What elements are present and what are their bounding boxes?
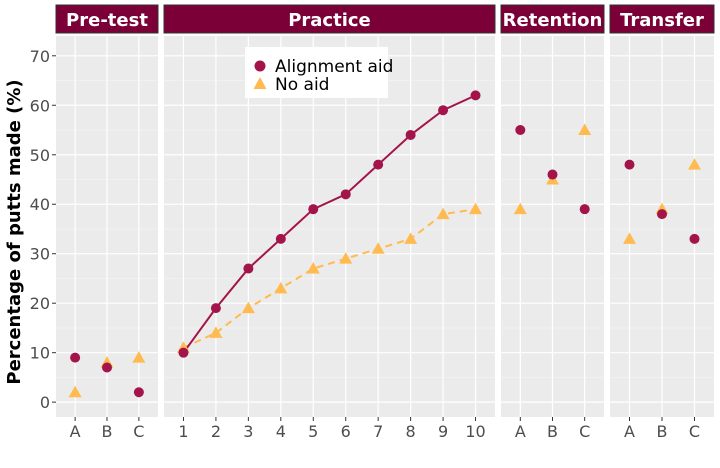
- x-tick-label: 10: [465, 422, 485, 441]
- y-tick-label: 70: [30, 47, 50, 66]
- x-tick-label: C: [579, 422, 590, 441]
- point-alignment-aid: [515, 125, 526, 136]
- panel-pre-test: Pre-test A B C: [55, 4, 159, 441]
- strip-label-practice: Practice: [288, 10, 371, 31]
- y-tick-label: 30: [30, 245, 50, 264]
- point-alignment-aid: [133, 387, 144, 398]
- point-alignment-aid: [70, 352, 81, 363]
- point-alignment-aid: [275, 233, 286, 244]
- strip: [609, 4, 715, 34]
- point-no-aid: [68, 385, 82, 398]
- x-tick-label: 2: [211, 422, 221, 441]
- point-alignment-aid: [373, 159, 384, 170]
- point-alignment-aid: [340, 189, 351, 200]
- point-no-aid: [404, 232, 418, 244]
- strip: [500, 4, 605, 34]
- point-no-aid: [339, 252, 353, 264]
- point-alignment-aid: [438, 105, 449, 116]
- y-tick-label: 40: [30, 195, 50, 214]
- legend: Alignment aid No aid: [245, 47, 393, 98]
- strip-label-transfer: Transfer: [620, 10, 704, 31]
- legend-label-no-aid: No aid: [275, 75, 329, 95]
- point-alignment-aid: [470, 90, 481, 101]
- y-tick-label: 10: [30, 344, 50, 363]
- point-alignment-aid: [405, 129, 416, 140]
- point-no-aid: [132, 351, 146, 363]
- y-tick-label: 60: [30, 96, 50, 115]
- series-line-no-aid: [183, 208, 476, 349]
- y-axis: 0 10 20 30 40 50 60 70: [30, 47, 56, 412]
- point-no-aid: [469, 202, 483, 215]
- x-tick-label: B: [657, 422, 668, 441]
- panel-practice: Practice 1 2 3 4 5 6 7 8 9 10: [163, 4, 496, 441]
- strip: [163, 4, 496, 34]
- x-tick-label: C: [689, 422, 700, 441]
- point-alignment-aid: [308, 204, 319, 215]
- point-alignment-aid: [689, 233, 700, 244]
- point-no-aid: [306, 262, 320, 274]
- x-tick-label: C: [133, 422, 144, 441]
- x-tick-label: 3: [243, 422, 253, 441]
- panel-background: [164, 36, 495, 417]
- x-tick-label: 5: [308, 422, 318, 441]
- x-tick-label: A: [70, 422, 81, 441]
- point-alignment-aid: [210, 303, 221, 314]
- y-axis-title: Percentage of putts made (%): [4, 79, 25, 384]
- strip-label-retention: Retention: [503, 10, 603, 31]
- point-alignment-aid: [624, 159, 635, 170]
- point-no-aid: [209, 326, 223, 338]
- panel-transfer: Transfer A B C: [609, 4, 715, 441]
- strip: [55, 4, 159, 34]
- strip-label-pre-test: Pre-test: [66, 10, 148, 31]
- x-tick-label: A: [624, 422, 635, 441]
- point-no-aid: [371, 242, 385, 254]
- x-tick-label: B: [547, 422, 558, 441]
- series-line-alignment-aid: [182, 94, 476, 354]
- y-tick-label: 20: [30, 294, 50, 313]
- legend-key-no-aid: [253, 77, 267, 89]
- point-no-aid: [688, 158, 701, 170]
- point-no-aid: [241, 301, 255, 314]
- legend-box: [245, 47, 388, 98]
- x-tick-label: 8: [406, 422, 416, 441]
- panel-retention: Retention A B C: [500, 4, 605, 441]
- y-tick-label: 0: [40, 393, 50, 412]
- x-tick-label: 9: [438, 422, 448, 441]
- x-tick-label: 6: [341, 422, 351, 441]
- legend-key-alignment-aid: [254, 60, 266, 72]
- point-alignment-aid: [657, 209, 667, 220]
- x-tick-label: 4: [276, 422, 286, 441]
- x-tick-label: 1: [178, 422, 188, 441]
- point-alignment-aid: [579, 204, 590, 215]
- legend-label-alignment-aid: Alignment aid: [275, 57, 393, 77]
- point-no-aid: [578, 123, 592, 136]
- point-alignment-aid: [102, 362, 112, 373]
- x-tick-label: 7: [373, 422, 383, 441]
- point-alignment-aid: [243, 263, 254, 274]
- x-tick-label: B: [102, 422, 113, 441]
- point-no-aid: [274, 281, 288, 294]
- point-alignment-aid: [178, 347, 189, 358]
- point-no-aid: [623, 232, 636, 244]
- y-tick-label: 50: [30, 146, 50, 165]
- panels-group: Pre-test A B C Practice 1 2 3 4 5 6 7 8 9 10 Retention A…: [55, 4, 715, 441]
- point-no-aid: [513, 202, 527, 215]
- point-alignment-aid: [547, 169, 558, 180]
- x-tick-label: A: [515, 422, 526, 441]
- point-no-aid: [436, 207, 450, 220]
